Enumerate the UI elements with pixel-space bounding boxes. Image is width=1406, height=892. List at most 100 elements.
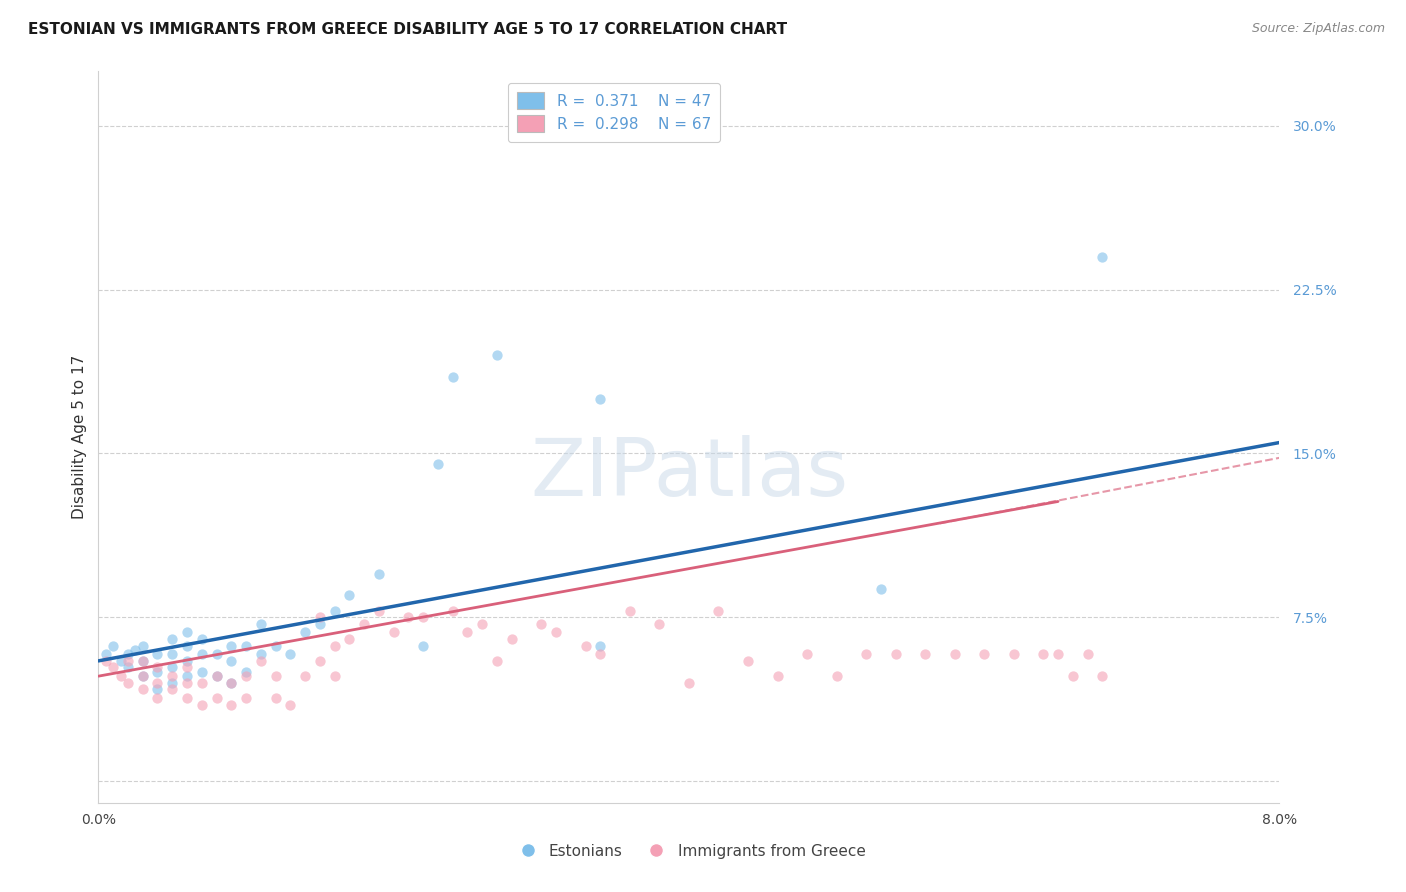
Point <box>235 665 257 679</box>
Point <box>1091 250 1114 264</box>
Point <box>103 660 124 674</box>
Text: ZIPatlas: ZIPatlas <box>530 434 848 513</box>
Point <box>124 643 146 657</box>
Point <box>648 616 671 631</box>
Point <box>146 648 169 662</box>
Point <box>219 654 242 668</box>
Point <box>132 682 155 697</box>
Point <box>205 691 228 706</box>
Point <box>530 616 553 631</box>
Point <box>117 660 139 674</box>
Point <box>589 648 612 662</box>
Point <box>426 458 449 472</box>
Point <box>737 654 759 668</box>
Point <box>367 604 389 618</box>
Point <box>103 639 124 653</box>
Point <box>94 648 117 662</box>
Point <box>219 675 242 690</box>
Point <box>456 625 478 640</box>
Point <box>396 610 419 624</box>
Point <box>323 604 346 618</box>
Point <box>884 648 907 662</box>
Point <box>264 669 287 683</box>
Point <box>294 669 316 683</box>
Point <box>337 588 360 602</box>
Point <box>323 669 346 683</box>
Point <box>191 698 214 712</box>
Point <box>544 625 567 640</box>
Point <box>162 682 183 697</box>
Point <box>353 616 375 631</box>
Point <box>308 616 332 631</box>
Point <box>146 675 169 690</box>
Point <box>117 648 139 662</box>
Point <box>264 691 287 706</box>
Point <box>235 691 257 706</box>
Point <box>117 654 139 668</box>
Point <box>176 691 198 706</box>
Point <box>308 610 332 624</box>
Point <box>146 682 169 697</box>
Point <box>205 669 228 683</box>
Point <box>146 665 169 679</box>
Point <box>176 654 198 668</box>
Point <box>1002 648 1025 662</box>
Point <box>382 625 405 640</box>
Point <box>176 675 198 690</box>
Point <box>294 625 316 640</box>
Point <box>162 669 183 683</box>
Point <box>94 654 117 668</box>
Point <box>323 639 346 653</box>
Point <box>250 616 273 631</box>
Point <box>176 660 198 674</box>
Point <box>619 604 641 618</box>
Point <box>278 648 301 662</box>
Point <box>914 648 936 662</box>
Point <box>132 669 155 683</box>
Point <box>117 675 139 690</box>
Point <box>132 654 155 668</box>
Point <box>485 348 508 362</box>
Point <box>205 669 228 683</box>
Point <box>264 639 287 653</box>
Point <box>337 632 360 646</box>
Point <box>191 665 214 679</box>
Legend: Estonians, Immigrants from Greece: Estonians, Immigrants from Greece <box>506 838 872 864</box>
Point <box>162 648 183 662</box>
Point <box>441 604 464 618</box>
Point <box>707 604 730 618</box>
Point <box>973 648 995 662</box>
Point <box>1046 648 1069 662</box>
Point <box>825 669 848 683</box>
Point <box>176 639 198 653</box>
Point <box>205 648 228 662</box>
Point <box>1062 669 1084 683</box>
Point <box>1032 648 1054 662</box>
Point <box>766 669 789 683</box>
Point <box>308 654 332 668</box>
Point <box>678 675 700 690</box>
Point <box>110 669 132 683</box>
Point <box>574 639 596 653</box>
Point <box>441 370 464 384</box>
Point <box>146 691 169 706</box>
Point <box>235 639 257 653</box>
Point <box>1077 648 1099 662</box>
Point <box>191 632 214 646</box>
Point <box>162 660 183 674</box>
Point <box>219 675 242 690</box>
Point <box>191 675 214 690</box>
Point <box>367 566 389 581</box>
Point <box>110 654 132 668</box>
Point <box>278 698 301 712</box>
Point <box>219 639 242 653</box>
Point <box>589 639 612 653</box>
Point <box>855 648 877 662</box>
Point <box>485 654 508 668</box>
Point <box>250 654 273 668</box>
Point <box>219 698 242 712</box>
Point <box>412 610 434 624</box>
Point <box>176 669 198 683</box>
Point <box>869 582 891 596</box>
Point <box>176 625 198 640</box>
